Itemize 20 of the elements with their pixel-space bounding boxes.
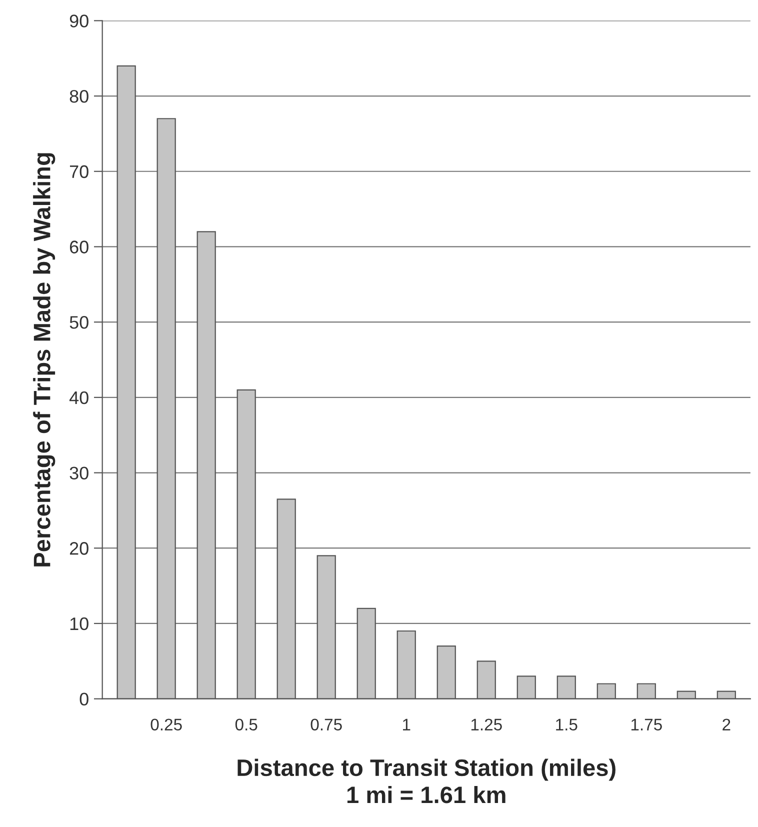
y-tick-label: 20 [70, 542, 88, 555]
x-tick-label: 1.75 [631, 718, 662, 730]
x-tick-label: 0.5 [235, 718, 258, 730]
x-tick-label: 2 [722, 718, 730, 730]
y-tick-label: 90 [70, 14, 88, 28]
x-tick-label: 0.75 [310, 718, 342, 730]
y-tick-label: 10 [70, 617, 88, 630]
y-tick-label: 70 [70, 165, 88, 178]
x-axis-title: Distance to Transit Station (miles) 1 mi = 1.61 km [238, 758, 616, 804]
x-tick-label: 1.5 [556, 718, 578, 730]
y-tick-label: 80 [70, 90, 88, 103]
y-tick-label: 60 [70, 240, 88, 254]
y-tick-label: 30 [70, 466, 88, 480]
y-tick-label: 0 [80, 692, 88, 706]
x-tick-label: 1.25 [471, 718, 502, 730]
x-tick-label: 0.25 [150, 718, 182, 730]
x-tick-label: 1 [403, 718, 410, 730]
y-axis-title: Percentage of Trips Made by Walking [33, 153, 56, 566]
y-tick-label: 50 [70, 316, 88, 329]
y-tick-label: 40 [69, 391, 88, 404]
